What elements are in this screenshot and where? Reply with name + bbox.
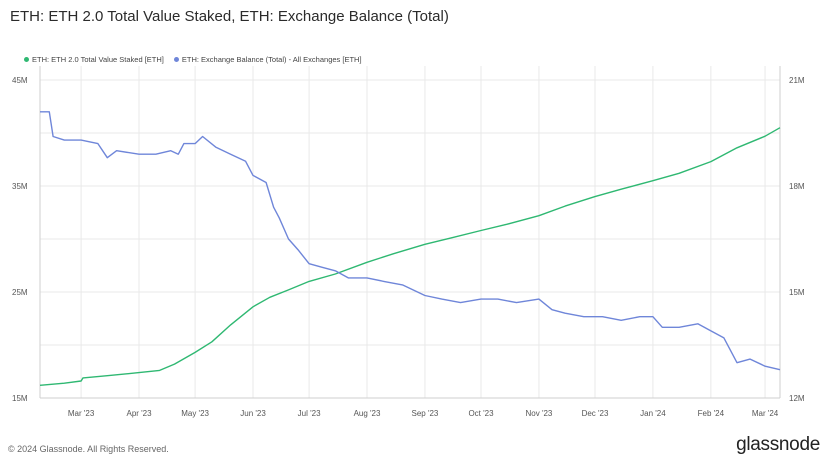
x-tick-label: Dec '23	[582, 409, 609, 418]
copyright-footer: © 2024 Glassnode. All Rights Reserved.	[8, 444, 169, 454]
legend-label-staked: ETH: ETH 2.0 Total Value Staked [ETH]	[32, 55, 164, 64]
x-tick-label: Sep '23	[412, 409, 439, 418]
y-left-tick-label: 25M	[12, 288, 28, 297]
x-tick-label: Mar '24	[752, 409, 779, 418]
y-right-tick-label: 21M	[789, 76, 805, 85]
y-left-tick-label: 35M	[12, 182, 28, 191]
x-tick-label: Jun '23	[240, 409, 266, 418]
y-right-tick-label: 18M	[789, 182, 805, 191]
y-left-tick-label: 15M	[12, 394, 28, 403]
legend-dot-exchange	[173, 57, 179, 62]
legend-item-staked[interactable]: ETH: ETH 2.0 Total Value Staked [ETH]	[24, 55, 164, 64]
x-tick-label: Jan '24	[640, 409, 666, 418]
chart-legend: ETH: ETH 2.0 Total Value Staked [ETH] ET…	[24, 55, 362, 64]
x-tick-label: Jul '23	[298, 409, 321, 418]
legend-dot-staked	[24, 57, 29, 62]
y-left-tick-label: 45M	[12, 76, 28, 85]
x-tick-label: Mar '23	[68, 409, 95, 418]
x-tick-label: Feb '24	[698, 409, 725, 418]
legend-label-exchange: ETH: Exchange Balance (Total) - All Exch…	[181, 55, 362, 64]
x-tick-label: Aug '23	[354, 409, 381, 418]
x-tick-label: May '23	[181, 409, 209, 418]
series-line-staked	[39, 127, 781, 386]
y-right-tick-label: 15M	[789, 288, 805, 297]
legend-item-exchange[interactable]: ETH: Exchange Balance (Total) - All Exch…	[173, 55, 362, 64]
y-right-tick-label: 12M	[789, 394, 805, 403]
series-line-exchange	[40, 111, 781, 371]
chart-title: ETH: ETH 2.0 Total Value Staked, ETH: Ex…	[10, 8, 449, 25]
x-tick-label: Oct '23	[468, 409, 494, 418]
x-tick-label: Nov '23	[526, 409, 553, 418]
x-tick-label: Apr '23	[126, 409, 152, 418]
glassnode-logo: glassnode	[736, 434, 820, 455]
